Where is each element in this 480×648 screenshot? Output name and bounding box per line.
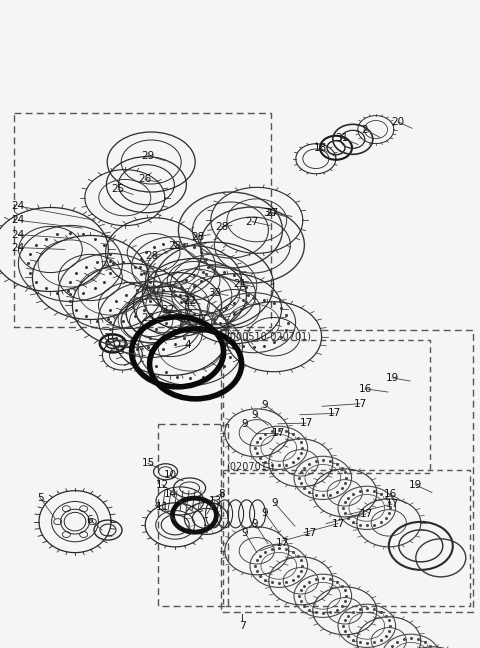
Text: 24: 24 <box>12 215 24 226</box>
Text: 17: 17 <box>331 518 345 529</box>
Text: 27: 27 <box>245 216 259 227</box>
Text: 12: 12 <box>156 480 168 490</box>
Text: 21: 21 <box>233 279 247 289</box>
Text: 24: 24 <box>12 242 24 253</box>
Text: 17: 17 <box>360 509 372 519</box>
Text: 17: 17 <box>276 538 288 548</box>
Text: 23: 23 <box>142 312 155 323</box>
Text: 1: 1 <box>105 334 111 344</box>
Text: 25: 25 <box>111 184 125 194</box>
Text: 13: 13 <box>208 496 222 506</box>
Text: 5: 5 <box>36 492 43 503</box>
Text: 19: 19 <box>385 373 398 383</box>
Text: 17: 17 <box>385 499 398 509</box>
Text: 28: 28 <box>145 251 158 261</box>
Text: 15: 15 <box>142 458 155 469</box>
Text: 17: 17 <box>271 428 285 438</box>
Text: 9: 9 <box>252 518 258 529</box>
Text: 19: 19 <box>408 480 421 490</box>
Text: 6: 6 <box>87 515 93 525</box>
Text: 9: 9 <box>272 498 278 509</box>
Text: 24: 24 <box>12 201 24 211</box>
Text: 22: 22 <box>183 296 197 307</box>
Text: (020701-): (020701-) <box>227 461 275 471</box>
Text: 7: 7 <box>239 621 246 631</box>
Text: 16: 16 <box>384 489 396 499</box>
Text: 16: 16 <box>359 384 372 394</box>
Text: 2: 2 <box>362 124 368 135</box>
Text: 33: 33 <box>208 288 222 298</box>
Text: 11: 11 <box>156 502 168 512</box>
Text: 18: 18 <box>313 143 326 153</box>
Text: 32: 32 <box>161 305 175 315</box>
Text: 9: 9 <box>252 410 258 420</box>
Text: 20: 20 <box>391 117 405 127</box>
Text: 24: 24 <box>12 229 24 240</box>
Text: 17: 17 <box>353 399 367 409</box>
Text: (000510-020701): (000510-020701) <box>227 332 312 341</box>
Text: 17: 17 <box>300 418 312 428</box>
Text: 14: 14 <box>163 489 177 499</box>
Text: 26: 26 <box>138 174 152 185</box>
Text: 28: 28 <box>216 222 228 232</box>
Text: 10: 10 <box>163 470 177 480</box>
Text: 3: 3 <box>117 346 123 356</box>
Text: 27: 27 <box>265 207 278 218</box>
Text: 17: 17 <box>303 528 317 538</box>
Text: 17: 17 <box>327 408 341 419</box>
Text: 30: 30 <box>264 207 276 218</box>
Text: 28: 28 <box>192 231 204 242</box>
Text: 29: 29 <box>142 150 155 161</box>
Text: 4: 4 <box>185 340 192 350</box>
Text: 8: 8 <box>219 489 225 499</box>
Text: 9: 9 <box>242 419 248 430</box>
Text: 9: 9 <box>262 400 268 410</box>
Text: 9: 9 <box>262 508 268 518</box>
Text: 31: 31 <box>336 133 348 143</box>
Text: 9: 9 <box>242 527 248 538</box>
Text: 28: 28 <box>168 241 181 251</box>
